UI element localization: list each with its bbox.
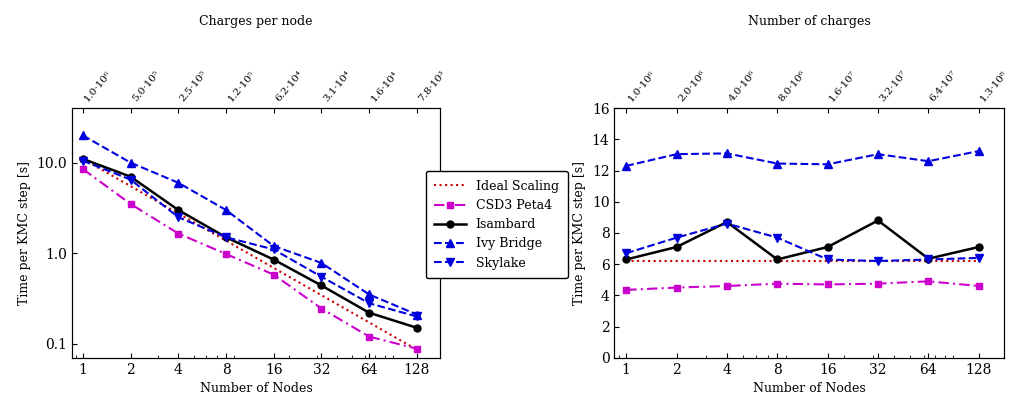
Skylake <box>125 177 137 182</box>
Ivy Bridge <box>77 133 89 138</box>
Skylake <box>923 257 935 262</box>
Skylake <box>771 235 783 240</box>
Isambard <box>871 218 884 223</box>
Ivy Bridge <box>362 292 375 297</box>
CSD3 Peta4 <box>315 306 328 311</box>
Line: CSD3 Peta4: CSD3 Peta4 <box>623 278 982 293</box>
Skylake <box>77 158 89 163</box>
X-axis label: Number of Nodes: Number of Nodes <box>753 382 865 395</box>
Isambard <box>315 283 328 288</box>
X-axis label: Charges per node: Charges per node <box>200 15 312 27</box>
Ideal Scaling <box>973 258 985 264</box>
Skylake <box>220 235 232 240</box>
Ideal Scaling <box>871 258 884 264</box>
Isambard <box>220 235 232 240</box>
Line: CSD3 Peta4: CSD3 Peta4 <box>80 166 420 352</box>
Ideal Scaling <box>362 320 375 325</box>
Ivy Bridge <box>871 152 884 157</box>
Line: Ivy Bridge: Ivy Bridge <box>622 147 983 170</box>
Ivy Bridge <box>172 180 184 185</box>
CSD3 Peta4 <box>220 252 232 257</box>
Skylake <box>362 301 375 306</box>
Skylake <box>621 251 633 256</box>
Ivy Bridge <box>267 243 280 248</box>
Ideal Scaling <box>721 258 733 264</box>
Skylake <box>267 247 280 252</box>
Ivy Bridge <box>721 151 733 156</box>
Ivy Bridge <box>771 161 783 166</box>
Isambard <box>923 256 935 261</box>
X-axis label: Number of Nodes: Number of Nodes <box>200 382 312 395</box>
Isambard <box>125 174 137 179</box>
Y-axis label: Time per KMC step [s]: Time per KMC step [s] <box>17 161 31 305</box>
Line: Ideal Scaling: Ideal Scaling <box>83 159 417 350</box>
Line: Ivy Bridge: Ivy Bridge <box>79 131 421 319</box>
Ideal Scaling <box>671 258 683 264</box>
Skylake <box>671 235 683 240</box>
Ideal Scaling <box>923 258 935 264</box>
Ideal Scaling <box>771 258 783 264</box>
Legend: Ideal Scaling, CSD3 Peta4, Isambard, Ivy Bridge, Skylake: Ideal Scaling, CSD3 Peta4, Isambard, Ivy… <box>426 171 567 278</box>
CSD3 Peta4 <box>411 346 423 351</box>
CSD3 Peta4 <box>125 201 137 206</box>
Ivy Bridge <box>621 163 633 168</box>
Line: Isambard: Isambard <box>623 217 982 263</box>
CSD3 Peta4 <box>671 285 683 290</box>
CSD3 Peta4 <box>172 231 184 236</box>
Line: Skylake: Skylake <box>622 219 983 265</box>
Line: Skylake: Skylake <box>79 156 421 321</box>
Ideal Scaling <box>220 238 232 243</box>
Isambard <box>411 325 423 330</box>
CSD3 Peta4 <box>923 279 935 284</box>
Ivy Bridge <box>671 152 683 157</box>
Isambard <box>821 245 834 250</box>
Ivy Bridge <box>821 162 834 167</box>
X-axis label: Number of charges: Number of charges <box>748 15 870 27</box>
Ideal Scaling <box>77 156 89 161</box>
Ivy Bridge <box>220 208 232 213</box>
CSD3 Peta4 <box>362 334 375 339</box>
CSD3 Peta4 <box>973 284 985 289</box>
Ideal Scaling <box>125 184 137 189</box>
CSD3 Peta4 <box>821 282 834 287</box>
Ideal Scaling <box>315 293 328 298</box>
Isambard <box>973 245 985 250</box>
Isambard <box>621 257 633 262</box>
Ivy Bridge <box>315 260 328 265</box>
Ivy Bridge <box>973 149 985 154</box>
Skylake <box>871 258 884 264</box>
Skylake <box>315 274 328 279</box>
CSD3 Peta4 <box>267 272 280 277</box>
Ideal Scaling <box>267 265 280 270</box>
CSD3 Peta4 <box>871 281 884 286</box>
Skylake <box>411 314 423 319</box>
Skylake <box>721 221 733 226</box>
CSD3 Peta4 <box>771 281 783 286</box>
Skylake <box>172 215 184 220</box>
Ideal Scaling <box>621 258 633 264</box>
Skylake <box>821 257 834 262</box>
Ivy Bridge <box>411 312 423 317</box>
Line: Isambard: Isambard <box>80 156 420 331</box>
Isambard <box>172 208 184 213</box>
Isambard <box>267 257 280 262</box>
Ivy Bridge <box>125 160 137 165</box>
Ideal Scaling <box>172 211 184 216</box>
Skylake <box>973 255 985 260</box>
Isambard <box>77 156 89 161</box>
Isambard <box>362 310 375 315</box>
CSD3 Peta4 <box>621 287 633 292</box>
Isambard <box>721 220 733 225</box>
Ideal Scaling <box>411 347 423 352</box>
Ivy Bridge <box>923 158 935 163</box>
CSD3 Peta4 <box>721 284 733 289</box>
Isambard <box>771 257 783 262</box>
Ideal Scaling <box>821 258 834 264</box>
Isambard <box>671 245 683 250</box>
CSD3 Peta4 <box>77 166 89 171</box>
Y-axis label: Time per KMC step [s]: Time per KMC step [s] <box>573 161 586 305</box>
